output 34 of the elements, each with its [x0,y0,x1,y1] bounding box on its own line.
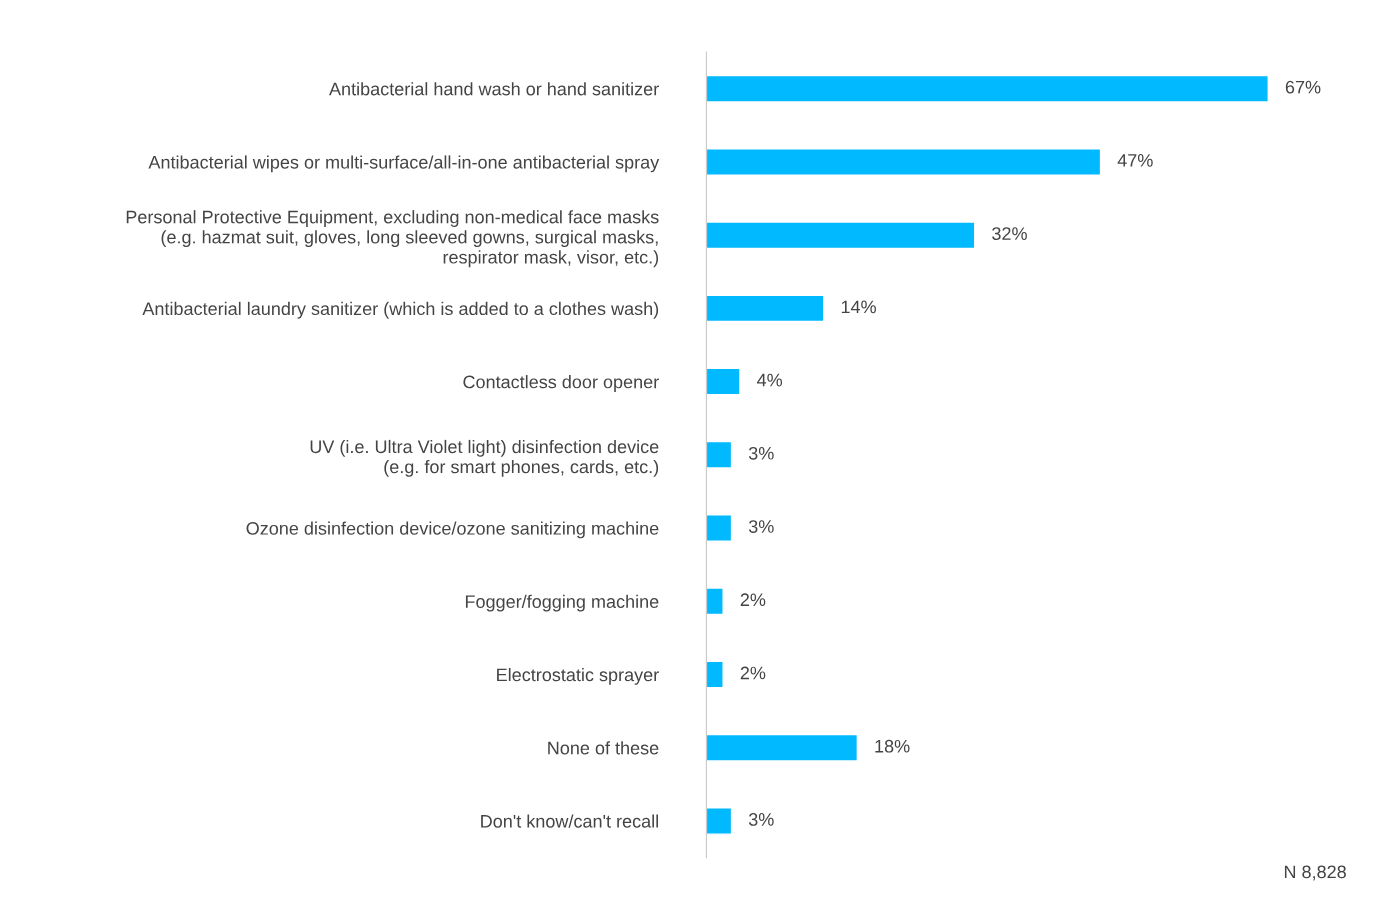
data-label: 18% [875,739,910,753]
data-label: 3% [748,813,774,826]
y-tick-label: Ozone disinfection device/ozone sanitizing machine [246,521,659,539]
y-tick-label: Antibacterial hand wash or hand sanitizer [329,82,659,96]
data-label: 2% [740,666,766,680]
data-label: 32% [992,227,1027,240]
y-tick-label: Antibacterial laundry sanitizer (which is added to a clothes wash) [142,301,659,319]
bar [706,221,976,250]
text: N 8,828 [1284,865,1346,881]
data-label: 4% [757,373,783,387]
data-label: 67% [1285,80,1321,94]
bar [706,74,1269,103]
data-label: 3% [748,520,774,533]
y-tick-label: Electrostatic sprayer [497,667,659,685]
y-tick-label: Antibacterial wipes or multi-surface/all-in-one antibacterial spray [148,155,660,173]
bar [706,587,724,616]
y-tick-label: Fogger/fogging machine [465,594,659,612]
y-tick-label: UV (i.e. Ultra Violet light) disinfection device (e.g. for smart phones, cards, etc.) [310,439,659,477]
bar [706,148,1102,176]
data-label: 14% [841,300,876,314]
bar [706,733,859,762]
bar [706,440,733,469]
data-label: 2% [740,593,766,607]
bar [706,294,825,323]
y-tick-label: Contactless door opener [463,375,659,392]
bar [706,660,724,689]
bar [706,514,733,542]
y-tick-label: Don't know/can't recall [481,814,658,828]
y-tick-label: Personal Protective Equipment, excluding non-medical face masks (e.g. hazmat suit, gloves, long sleeved gowns, surgical masks, respirator mask, visor, etc.) [126,210,659,268]
bar [706,367,741,396]
data-label: 47% [1117,154,1153,167]
y-tick-label: None of these [548,741,659,755]
bar [706,807,733,835]
data-label: 3% [748,446,774,460]
